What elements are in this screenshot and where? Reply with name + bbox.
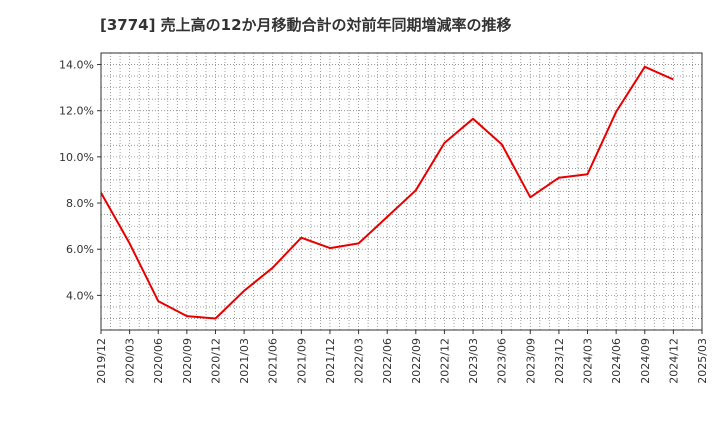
y-tick-label: 10.0% xyxy=(59,151,94,164)
y-tick-label: 8.0% xyxy=(66,197,94,210)
x-tick-label: 2020/06 xyxy=(152,338,165,384)
x-axis-ticks: 2019/12 2020/03 2020/06 2020/09 2020/12 2021/… xyxy=(95,330,709,384)
x-tick-label: 2023/06 xyxy=(496,338,509,384)
x-tick-label: 2022/06 xyxy=(381,338,394,384)
y-tick-label: 14.0% xyxy=(59,59,94,72)
x-tick-label: 2022/09 xyxy=(410,338,423,384)
chart-title: [3774] 売上高の12か月移動合計の対前年同期増減率の推移 xyxy=(100,16,512,34)
x-tick-label: 2024/06 xyxy=(610,338,623,384)
x-tick-label: 2021/09 xyxy=(295,338,308,384)
x-tick-label: 2022/12 xyxy=(438,338,451,384)
x-tick-label: 2023/09 xyxy=(524,338,537,384)
x-tick-label: 2020/03 xyxy=(124,338,137,384)
x-tick-label: 2024/12 xyxy=(667,338,680,384)
x-tick-label: 2023/03 xyxy=(467,338,480,384)
x-tick-label: 2022/03 xyxy=(353,338,366,384)
x-tick-label: 2020/12 xyxy=(209,338,222,384)
y-tick-label: 12.0% xyxy=(59,105,94,118)
plot-frame xyxy=(100,52,703,331)
x-tick-label: 2021/12 xyxy=(324,338,337,384)
y-axis-ticks: 4.0% 6.0% 8.0% 10.0% 12.0% 14.0% xyxy=(59,59,101,302)
x-tick-label: 2024/03 xyxy=(582,338,595,384)
series-line-growth-rate xyxy=(100,65,674,320)
x-tick-label: 2025/03 xyxy=(696,338,709,384)
x-tick-label: 2023/12 xyxy=(553,338,566,384)
y-tick-label: 4.0% xyxy=(66,289,94,302)
x-tick-label: 2024/09 xyxy=(639,338,652,384)
x-tick-label: 2020/09 xyxy=(181,338,194,384)
y-tick-label: 6.0% xyxy=(66,243,94,256)
x-tick-label: 2019/12 xyxy=(95,338,108,384)
x-tick-label: 2021/03 xyxy=(238,338,251,384)
x-tick-label: 2021/06 xyxy=(267,338,280,384)
